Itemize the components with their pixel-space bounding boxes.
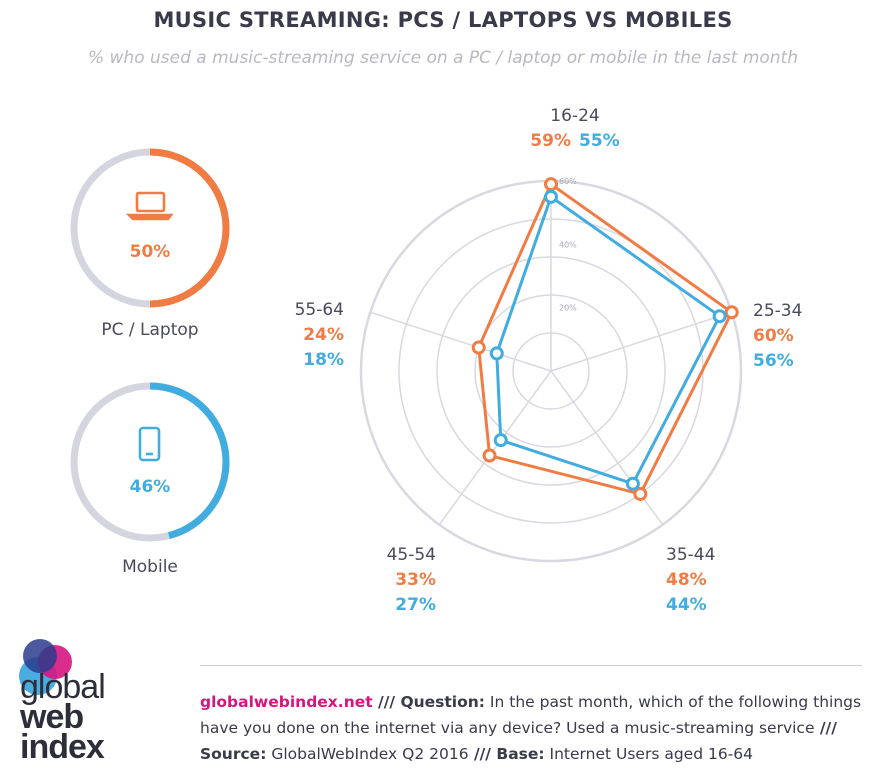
radar-series-pc-line: [477, 182, 734, 496]
radar-spoke: [370, 311, 552, 372]
pc-summary-gauge: 50% PC / Laptop: [70, 148, 230, 340]
footer-question-text: In the past month, which of the followin…: [200, 693, 862, 737]
mobile-ring-fill: [149, 382, 230, 540]
footer-separator: ///: [468, 745, 497, 763]
radar-series-mobile-line: [495, 195, 722, 486]
chart-subtitle: % who used a music-streaming service on …: [87, 48, 799, 68]
smartphone-icon: [138, 426, 161, 462]
radar-category-label: 45-54: [387, 545, 436, 565]
radar-category-label: 16-24: [550, 106, 599, 126]
mobile-summary-gauge: 46% Mobile: [70, 382, 230, 577]
radar-series: [471, 177, 739, 501]
radar-category-labels: 16-24 59% 55% 25-34 60% 56% 35-44 48% 44% 45-54 33…: [295, 106, 803, 615]
radar-category-label: 25-34: [753, 301, 802, 321]
footer-question-label: Question:: [400, 693, 485, 711]
radar-value-label-mobile: 18%: [303, 350, 344, 370]
radar-tick-label: 60%: [559, 177, 577, 186]
radar-value-label-mobile: 55%: [579, 131, 620, 151]
chart-title: MUSIC STREAMING: PCS / LAPTOPS VS MOBILE…: [153, 8, 733, 32]
radar-value-label-pc: 33%: [395, 570, 436, 590]
mobile-summary-label: Mobile: [122, 557, 178, 577]
pc-ring-fill: [149, 148, 230, 308]
footer-site-link[interactable]: globalwebindex.net: [200, 693, 373, 711]
footer-divider: [200, 665, 862, 666]
pc-summary-label: PC / Laptop: [101, 320, 198, 340]
radar-value-label-pc: 24%: [303, 325, 344, 345]
radar-point-pc: [482, 448, 497, 463]
radar-point-mobile: [625, 476, 640, 491]
radar-tick-label: 20%: [559, 304, 577, 313]
globalwebindex-logo-text: global web index: [20, 668, 170, 766]
radar-point-pc: [633, 486, 648, 501]
radar-value-label-pc: 48%: [666, 570, 707, 590]
radar-category-label: 35-44: [666, 545, 715, 565]
laptop-icon: [125, 191, 174, 221]
radar-point-mobile: [712, 309, 727, 324]
radar-value-label-mobile: 44%: [666, 595, 707, 615]
footer-source-text: GlobalWebIndex Q2 2016: [266, 745, 469, 763]
radar-point-mobile: [489, 346, 504, 361]
globalwebindex-logo-mark: [19, 639, 72, 695]
radar-grid: 20% 40% 60%: [359, 177, 743, 563]
footer-base-text: Internet Users aged 16-64: [544, 745, 754, 763]
radar-spoke: [438, 370, 552, 526]
mobile-summary-value: 46%: [130, 477, 171, 497]
radar-point-mobile: [493, 433, 508, 448]
footer-notes: globalwebindex.net /// Question: In the …: [200, 689, 870, 767]
radar-spoke: [550, 311, 732, 372]
footer-separator: ///: [372, 693, 401, 711]
radar-value-label-pc: 60%: [753, 326, 794, 346]
footer-separator: ///: [814, 719, 837, 737]
radar-category-label: 55-64: [295, 300, 344, 320]
logo-line-global: global: [20, 668, 106, 706]
radar-point-mobile: [544, 189, 558, 204]
logo-line-index: index: [20, 728, 105, 766]
radar-value-label-mobile: 27%: [395, 595, 436, 615]
footer-base-label: Base:: [496, 745, 545, 763]
radar-point-pc: [471, 340, 486, 355]
radar-point-pc: [724, 305, 739, 320]
radar-value-label-mobile: 56%: [753, 351, 794, 371]
radar-value-label-pc: 59%: [530, 131, 571, 151]
logo-line-web: web: [20, 698, 84, 736]
radar-point-pc: [544, 177, 558, 192]
pc-summary-value: 50%: [130, 242, 171, 262]
radar-spoke: [550, 370, 664, 526]
radar-tick-label: 40%: [559, 240, 577, 249]
footer-source-label: Source:: [200, 745, 267, 763]
